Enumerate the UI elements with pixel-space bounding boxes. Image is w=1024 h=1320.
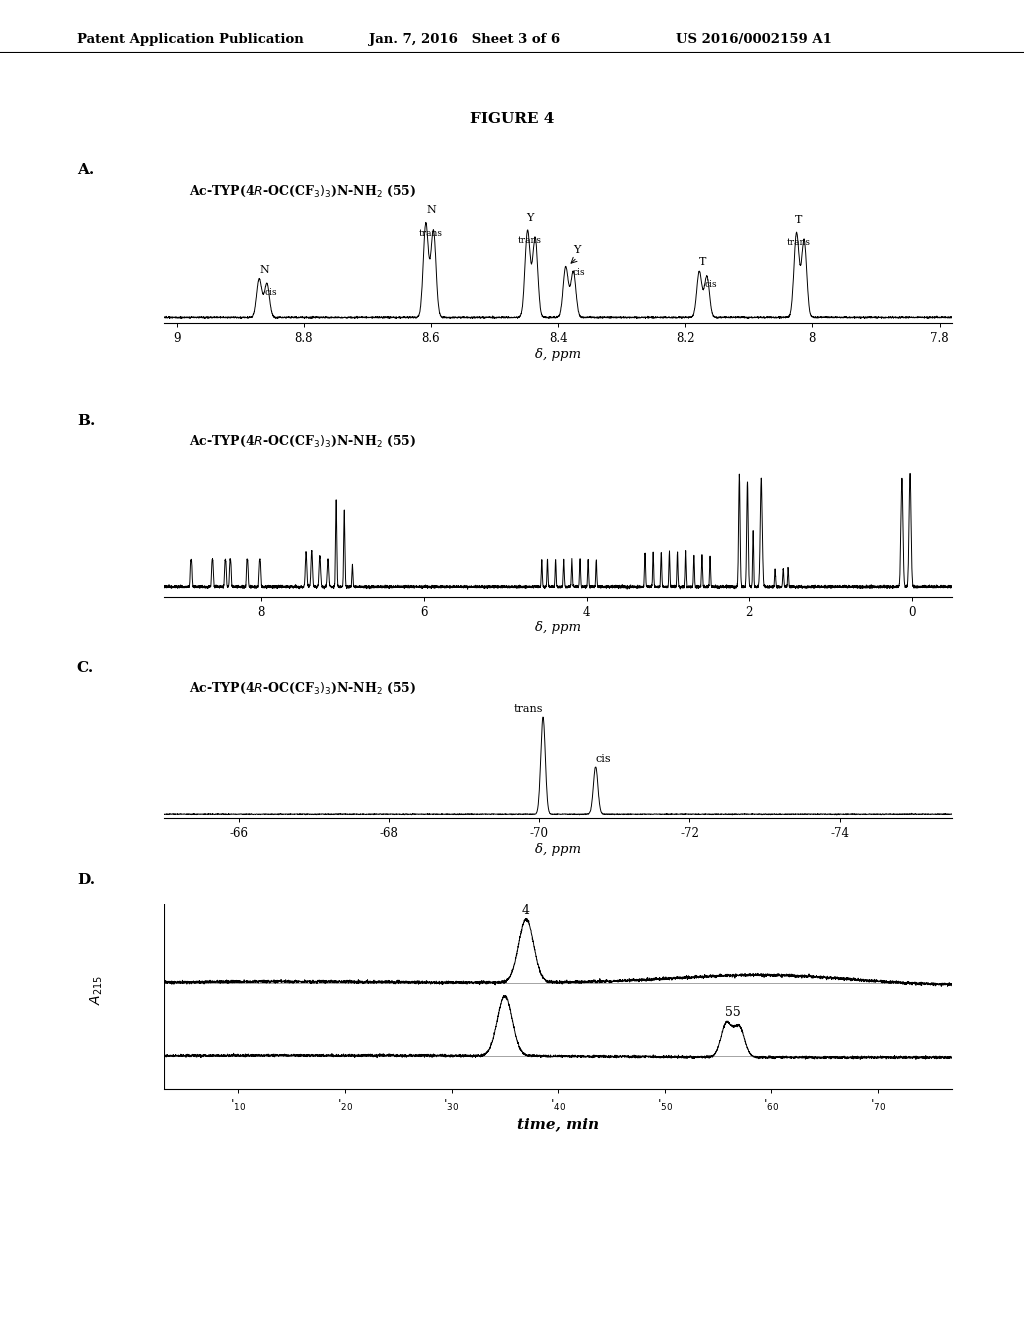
Text: FIGURE 4: FIGURE 4: [470, 112, 554, 127]
Text: 4: 4: [522, 903, 530, 916]
X-axis label: δ, ppm: δ, ppm: [535, 843, 582, 857]
Text: trans: trans: [514, 704, 543, 714]
Text: US 2016/0002159 A1: US 2016/0002159 A1: [676, 33, 831, 46]
Text: trans: trans: [419, 228, 443, 238]
Text: N: N: [426, 206, 436, 215]
X-axis label: δ, ppm: δ, ppm: [535, 622, 582, 635]
Text: 55: 55: [725, 1006, 740, 1019]
Text: Ac-TYP(4$R$-OC(CF$_3)_3$)N-NH$_2$ (55): Ac-TYP(4$R$-OC(CF$_3)_3$)N-NH$_2$ (55): [189, 434, 417, 449]
X-axis label: δ, ppm: δ, ppm: [535, 348, 582, 362]
Text: C.: C.: [77, 661, 94, 675]
Text: cis: cis: [596, 754, 611, 763]
Text: trans: trans: [786, 238, 810, 247]
Text: N: N: [259, 265, 269, 276]
Text: trans: trans: [517, 236, 542, 244]
Text: T: T: [699, 257, 707, 267]
Text: Y: Y: [525, 213, 534, 223]
Text: cis: cis: [264, 288, 276, 297]
Text: cis: cis: [572, 268, 585, 277]
Text: Patent Application Publication: Patent Application Publication: [77, 33, 303, 46]
Text: D.: D.: [77, 874, 95, 887]
Text: A.: A.: [77, 164, 94, 177]
Text: Jan. 7, 2016   Sheet 3 of 6: Jan. 7, 2016 Sheet 3 of 6: [369, 33, 560, 46]
X-axis label: time, min: time, min: [517, 1117, 599, 1131]
Text: Ac-TYP(4$R$-OC(CF$_3)_3$)N-NH$_2$ (55): Ac-TYP(4$R$-OC(CF$_3)_3$)N-NH$_2$ (55): [189, 681, 417, 696]
Text: Y: Y: [573, 246, 581, 255]
Text: B.: B.: [77, 414, 95, 428]
Text: cis: cis: [705, 280, 717, 289]
Text: Ac-TYP(4$R$-OC(CF$_3)_3$)N-NH$_2$ (55): Ac-TYP(4$R$-OC(CF$_3)_3$)N-NH$_2$ (55): [189, 185, 417, 199]
Text: $A_{215}$: $A_{215}$: [89, 975, 105, 1005]
Text: T: T: [795, 215, 802, 224]
